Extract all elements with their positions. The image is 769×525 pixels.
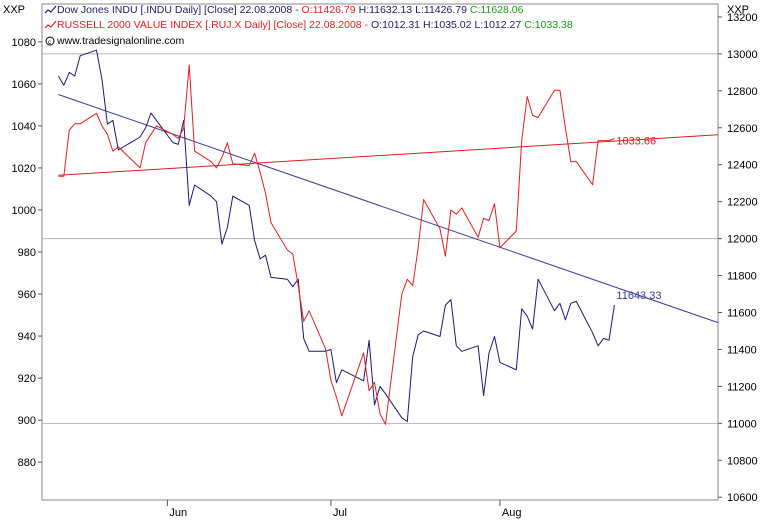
right-tick-label: 11000 [727, 418, 757, 430]
legend-dow-high: H:11632.13 [359, 4, 413, 16]
copyright-icon-letter: c [48, 40, 51, 46]
left-tick-label: 1000 [12, 205, 36, 217]
russell-last-value-label: 1033.66 [616, 136, 656, 148]
plot-frame [41, 3, 719, 501]
left-tick-label: 980 [18, 247, 36, 259]
left-axis-unit-label: XXP [3, 4, 25, 16]
right-tick-label: 12600 [727, 123, 758, 135]
legend-russell-prefix: RUSSELL 2000 VALUE INDEX [.RUJ.X Daily] … [57, 19, 371, 31]
right-tick-label: 12200 [727, 197, 758, 209]
right-tick-label: 11800 [727, 271, 757, 283]
legend: Dow Jones INDU [.INDU Daily] [Close] 22.… [44, 4, 573, 47]
legend-entry-dow[interactable]: Dow Jones INDU [.INDU Daily] [Close] 22.… [44, 4, 524, 16]
trend-lines [58, 94, 719, 324]
right-tick-label: 10800 [727, 455, 758, 467]
right-tick-label: 11600 [727, 307, 757, 319]
left-tick-label: 940 [18, 331, 36, 343]
russell-series-line [58, 64, 615, 425]
left-tick-label: 920 [18, 373, 36, 385]
watermark: c www.tradesignalonline.com [45, 35, 184, 47]
x-tick-label: Jul [333, 507, 347, 519]
watermark-text: www.tradesignalonline.com [56, 35, 184, 47]
grid-lines [42, 53, 718, 424]
right-tick-label: 11400 [727, 344, 757, 356]
left-tick-label: 1020 [12, 163, 36, 175]
last-value-labels: 11643.33 1033.66 [616, 136, 661, 303]
dow-trend-line [58, 94, 719, 324]
right-tick-label: 13200 [727, 12, 758, 24]
line-chart-icon [44, 20, 57, 29]
right-axis-unit-label: XXP [727, 4, 749, 16]
legend-russell-high: H:1035.02 [423, 19, 472, 31]
left-tick-label: 880 [18, 457, 36, 469]
legend-text-dow: Dow Jones INDU [.INDU Daily] [Close] 22.… [57, 4, 524, 16]
russell-trend-line [58, 134, 719, 176]
right-tick-label: 12800 [727, 86, 758, 98]
right-tick-label: 12400 [727, 160, 758, 172]
legend-entry-russell[interactable]: RUSSELL 2000 VALUE INDEX [.RUJ.X Daily] … [44, 19, 573, 31]
legend-russell-close: C:1033.38 [524, 19, 573, 31]
legend-text-russell: RUSSELL 2000 VALUE INDEX [.RUJ.X Daily] … [57, 19, 573, 31]
series-lines [57, 49, 615, 425]
left-tick-label: 900 [18, 415, 36, 427]
right-tick-label: 10600 [727, 492, 758, 504]
axes: 880 900 920 940 960 980 1000 1020 1040 1060 1080 10… [12, 12, 758, 519]
legend-dow-close: C:11628.06 [470, 4, 524, 16]
left-tick-label: 1060 [12, 79, 36, 91]
right-tick-label: 13000 [727, 49, 758, 61]
copyright-icon [45, 36, 55, 46]
left-tick-label: 1040 [12, 121, 36, 133]
left-tick-label: 1080 [12, 37, 36, 49]
x-tick-label: Jun [169, 507, 187, 519]
right-tick-label: 12000 [727, 234, 758, 246]
right-tick-label: 11200 [727, 381, 757, 393]
legend-russell-low: L:1012.27 [475, 19, 522, 31]
legend-dow-open: O:11426.79 [302, 4, 356, 16]
left-tick-label: 960 [18, 289, 36, 301]
legend-dow-low: L:11426.79 [415, 4, 467, 16]
legend-dow-prefix: Dow Jones INDU [.INDU Daily] [Close] 22.… [57, 4, 302, 16]
line-chart-icon [44, 5, 57, 14]
x-tick-label: Aug [502, 507, 522, 519]
dow-series-line [57, 49, 615, 422]
legend-russell-open: O:1012.31 [371, 19, 420, 31]
dow-last-value-label: 11643.33 [616, 290, 661, 302]
